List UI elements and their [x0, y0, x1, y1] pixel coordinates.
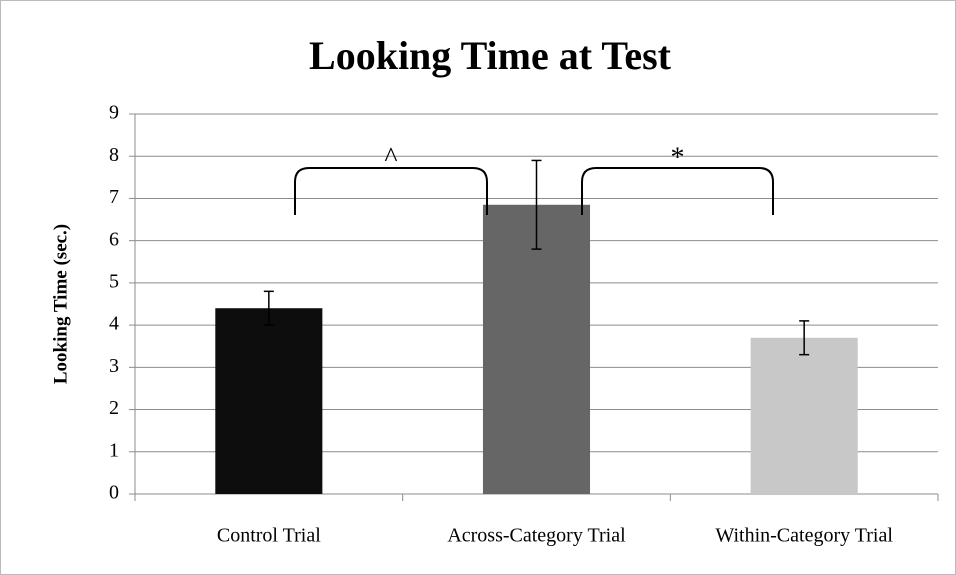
significance-label: * [671, 142, 685, 173]
x-tick-label: Within-Category Trial [715, 525, 893, 547]
y-tick-label: 3 [109, 355, 119, 377]
x-tick-label: Control Trial [217, 525, 321, 547]
y-tick-label: 1 [109, 439, 119, 461]
bar [750, 337, 858, 494]
y-axis-label: Looking Time (sec.) [50, 224, 71, 384]
error-bar [799, 320, 810, 356]
y-tick-label: 6 [109, 228, 119, 250]
significance-bracket [581, 167, 774, 215]
bar [215, 308, 323, 494]
y-tick-label: 9 [109, 102, 119, 124]
y-tick-label: 5 [109, 270, 119, 292]
error-bar [531, 159, 542, 250]
y-tick-label: 7 [109, 186, 119, 208]
y-tick-label: 4 [109, 313, 119, 335]
y-tick-label: 2 [109, 397, 119, 419]
y-tick-label: 0 [109, 482, 119, 504]
x-tick-label: Across-Category Trial [447, 525, 626, 547]
bar [482, 204, 591, 494]
significance-label: ^ [384, 142, 397, 173]
y-tick-label: 8 [109, 144, 119, 166]
error-bar [263, 290, 274, 326]
chart-title: Looking Time at Test [309, 33, 672, 78]
significance-bracket [294, 167, 488, 215]
